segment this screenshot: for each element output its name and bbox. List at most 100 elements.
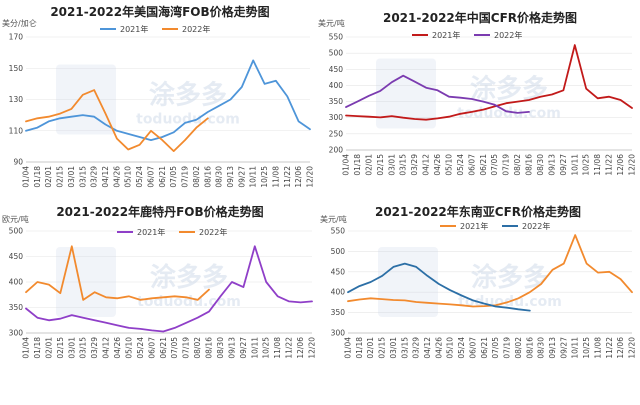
- x-tick-label: 02/15: [376, 154, 385, 176]
- x-tick-label: 12/06: [616, 337, 625, 359]
- x-tick-label: 12/06: [296, 337, 305, 359]
- x-tick-label: 10/11: [571, 337, 580, 359]
- x-tick-label: 01/04: [342, 154, 351, 176]
- watermark-logo: [56, 247, 116, 317]
- legend-label: 2022年: [522, 221, 550, 231]
- x-tick-label: 03/29: [410, 154, 419, 176]
- x-tick-label: 06/21: [480, 337, 489, 359]
- y-tick-label: 110: [9, 126, 24, 135]
- x-tick-label: 08/16: [203, 166, 212, 188]
- x-tick-label: 12/20: [628, 154, 637, 176]
- x-tick-label: 05/24: [456, 154, 465, 176]
- y-tick-label: 130: [9, 95, 24, 104]
- legend-label: 2021年: [120, 24, 148, 34]
- chart-panel-1: 2021-2022年美国海湾FOB价格走势图美分/加仑9011013015017…: [2, 4, 315, 188]
- x-tick-label: 08/16: [525, 337, 534, 359]
- x-tick-label: 03/01: [387, 154, 396, 176]
- x-tick-label: 04/12: [422, 154, 431, 176]
- x-tick-label: 11/22: [605, 154, 614, 176]
- x-tick-label: 07/05: [170, 337, 179, 359]
- chart-panel-2: 2021-2022年中国CFR价格走势图美元/吨2002503003504004…: [318, 10, 637, 176]
- x-tick-label: 09/13: [548, 337, 557, 359]
- y-tick-label: 550: [329, 33, 344, 42]
- chart-panel-3: 2021-2022年鹿特丹FOB价格走势图欧元/吨300350400450500…: [2, 204, 317, 359]
- x-tick-label: 05/10: [444, 154, 453, 176]
- x-tick-label: 02/15: [56, 166, 65, 188]
- x-tick-label: 09/27: [559, 154, 568, 176]
- x-tick-label: 07/05: [490, 154, 499, 176]
- chart-title: 2021-2022年中国CFR价格走势图: [383, 10, 577, 25]
- y-tick-label: 450: [329, 65, 344, 74]
- x-tick-label: 06/21: [159, 337, 168, 359]
- x-tick-label: 05/24: [457, 337, 466, 359]
- y-tick-label: 400: [329, 81, 344, 90]
- x-tick-label: 11/22: [285, 337, 294, 359]
- legend-label: 2022年: [182, 24, 210, 34]
- x-tick-label: 12/06: [294, 166, 303, 188]
- x-tick-label: 01/04: [22, 166, 31, 188]
- x-tick-label: 08/30: [216, 337, 225, 359]
- x-tick-label: 10/11: [249, 166, 258, 188]
- chart-panel-4: 2021-2022年东南亚CFR价格走势图美元/吨300350400450500…: [320, 204, 637, 359]
- legend-label: 2021年: [137, 227, 165, 237]
- x-tick-label: 11/08: [593, 154, 602, 176]
- y-tick-label: 350: [9, 303, 24, 312]
- x-tick-label: 01/18: [33, 337, 42, 359]
- watermark-url: toduodu.com: [136, 112, 240, 128]
- watermark-url: toduodu.com: [137, 294, 241, 310]
- x-tick-label: 08/02: [513, 154, 522, 176]
- x-tick-label: 07/19: [502, 154, 511, 176]
- x-tick-label: 09/13: [227, 337, 236, 359]
- x-tick-label: 07/19: [181, 166, 190, 188]
- x-tick-label: 04/12: [101, 166, 110, 188]
- chart-title: 2021-2022年东南亚CFR价格走势图: [375, 204, 581, 219]
- x-tick-label: 04/26: [434, 337, 443, 359]
- y-tick-label: 500: [331, 247, 346, 256]
- x-tick-label: 02/01: [44, 337, 53, 359]
- x-tick-label: 09/13: [547, 154, 556, 176]
- x-tick-label: 01/04: [22, 337, 31, 359]
- legend-label: 2021年: [432, 30, 460, 40]
- x-tick-label: 11/22: [605, 337, 614, 359]
- x-tick-label: 06/21: [479, 154, 488, 176]
- y-axis-unit: 欧元/吨: [2, 214, 29, 224]
- x-tick-label: 03/15: [79, 337, 88, 359]
- x-tick-label: 02/15: [56, 337, 65, 359]
- y-tick-label: 450: [9, 252, 24, 261]
- x-tick-label: 08/02: [514, 337, 523, 359]
- x-tick-label: 12/06: [616, 154, 625, 176]
- legend-label: 2022年: [199, 227, 227, 237]
- y-tick-label: 450: [331, 267, 346, 276]
- x-tick-label: 10/25: [582, 337, 591, 359]
- chart-title: 2021-2022年美国海湾FOB价格走势图: [50, 4, 269, 19]
- x-tick-label: 12/20: [308, 337, 317, 359]
- y-axis-unit: 美元/吨: [320, 214, 347, 224]
- x-tick-label: 03/29: [412, 337, 421, 359]
- x-tick-label: 10/11: [250, 337, 259, 359]
- x-tick-label: 04/12: [423, 337, 432, 359]
- x-tick-label: 05/10: [124, 166, 133, 188]
- x-tick-label: 11/08: [271, 166, 280, 188]
- y-tick-label: 550: [331, 227, 346, 236]
- y-tick-label: 500: [329, 49, 344, 58]
- x-tick-label: 07/19: [182, 337, 191, 359]
- x-tick-label: 08/02: [192, 166, 201, 188]
- x-tick-label: 02/01: [364, 154, 373, 176]
- watermark-text: 涂多多: [149, 80, 227, 111]
- x-tick-label: 07/19: [503, 337, 512, 359]
- x-tick-label: 05/10: [124, 337, 133, 359]
- x-tick-label: 10/25: [260, 166, 269, 188]
- y-tick-label: 90: [13, 158, 23, 167]
- x-tick-label: 08/16: [205, 337, 214, 359]
- watermark-text: 涂多多: [470, 74, 548, 105]
- x-tick-label: 10/11: [570, 154, 579, 176]
- x-tick-label: 01/18: [355, 337, 364, 359]
- watermark-url: toduodu.com: [457, 106, 561, 122]
- x-tick-label: 12/20: [628, 337, 637, 359]
- x-tick-label: 07/05: [169, 166, 178, 188]
- x-tick-label: 06/07: [146, 166, 155, 188]
- legend-label: 2021年: [460, 221, 488, 231]
- y-tick-label: 300: [331, 329, 346, 338]
- x-tick-label: 08/16: [525, 154, 534, 176]
